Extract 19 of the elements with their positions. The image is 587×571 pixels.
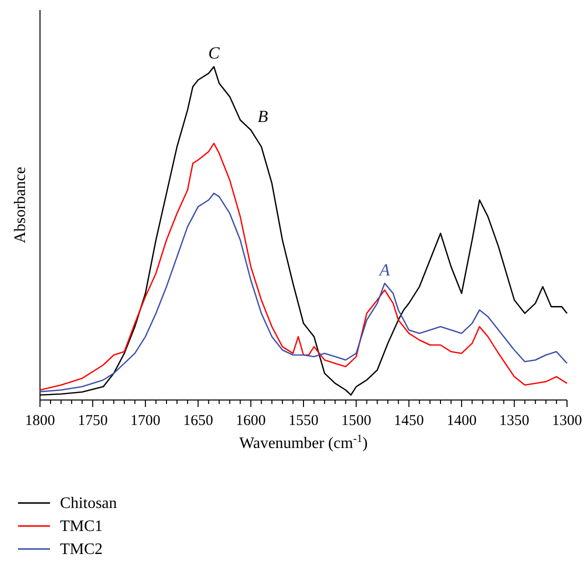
x-tick-label: 1750 [78, 413, 108, 429]
x-tick-label: 1400 [446, 413, 477, 429]
x-axis-title: Wavenumber (cm$^{-1}$) [239, 433, 368, 452]
x-tick-label: 1800 [25, 413, 55, 429]
legend-label: Chitosan [60, 495, 117, 512]
x-tick-label: 1450 [394, 413, 424, 429]
y-axis-title: Absorbance [12, 166, 29, 244]
legend-label: TMC1 [60, 518, 103, 535]
x-tick-label: 1350 [499, 413, 530, 429]
x-tick-label: 1700 [130, 413, 160, 429]
legend-label: TMC2 [60, 541, 103, 558]
annotation: A [378, 260, 390, 280]
x-tick-label: 1550 [288, 413, 318, 429]
x-tick-label: 1600 [236, 413, 266, 429]
x-tick-label: 1650 [183, 413, 214, 429]
annotation: C [208, 44, 220, 63]
annotation: B [258, 107, 269, 126]
x-tick-label: 1500 [341, 413, 372, 429]
x-tick-label: 1300 [552, 413, 582, 429]
